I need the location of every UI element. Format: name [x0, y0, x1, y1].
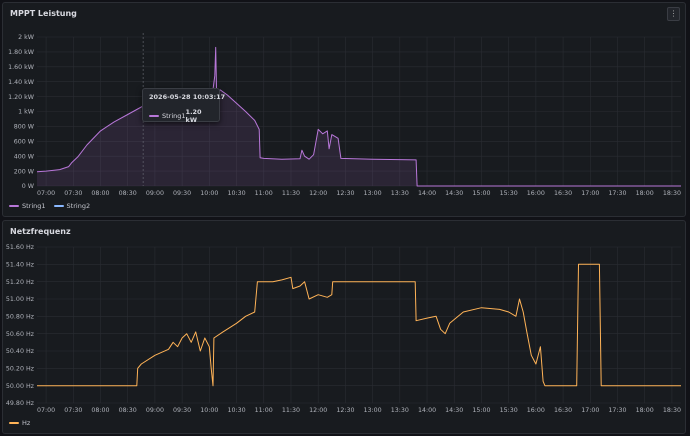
freq-x-tick-label: 12:30 [336, 407, 354, 414]
mppt-power-panel: MPPT Leistung ⋮ 0 W 200 W 400 W 600 W 800 W 1… [2, 2, 686, 217]
freq-y-tick-label: 51.40 Hz [6, 262, 35, 269]
mppt-x-tick-label: 11:00 [255, 190, 273, 197]
freq-x-tick-label: 17:00 [581, 407, 599, 414]
tooltip-series-name: String1 [162, 112, 186, 120]
freq-y-tick-label: 50.60 Hz [6, 331, 35, 338]
freq-panel-title: Netzfrequenz [10, 227, 71, 236]
freq-legend: Hz [9, 419, 30, 427]
freq-y-tick-label: 50.20 Hz [6, 366, 35, 373]
freq-y-tick-label: 51.00 Hz [6, 296, 35, 303]
freq-x-tick-label: 07:30 [64, 407, 82, 414]
mppt-y-tick-label: 1.60 kW [8, 64, 35, 71]
freq-x-tick-label: 13:00 [364, 407, 382, 414]
legend-item-string2[interactable]: String2 [53, 202, 91, 210]
freq-y-tick-label: 49.80 Hz [6, 400, 35, 407]
mppt-x-tick-label: 08:00 [91, 190, 109, 197]
mppt-x-tick-label: 15:30 [500, 190, 518, 197]
legend-swatch-string2 [53, 205, 64, 207]
tooltip-swatch [149, 115, 159, 117]
freq-x-tick-label: 09:00 [146, 407, 164, 414]
mppt-x-tick-label: 14:30 [445, 190, 463, 197]
tooltip-time: 2026-05-28 10:03:17 [149, 93, 226, 101]
mppt-panel-title: MPPT Leistung [10, 9, 77, 18]
mppt-x-tick-label: 08:30 [119, 190, 137, 197]
grid-frequency-panel: Netzfrequenz 49.80 Hz 50.00 Hz 50.20 Hz 50.… [2, 220, 686, 434]
freq-x-tick-label: 18:00 [636, 407, 654, 414]
freq-y-tick-label: 50.40 Hz [6, 348, 35, 355]
mppt-x-tick-label: 17:00 [581, 190, 599, 197]
mppt-x-tick-label: 15:00 [472, 190, 490, 197]
kebab-menu-icon[interactable]: ⋮ [667, 7, 680, 21]
legend-swatch-hz [9, 422, 19, 424]
freq-y-tick-label: 50.80 Hz [6, 314, 35, 321]
freq-x-tick-label: 10:30 [227, 407, 245, 414]
mppt-x-tick-label: 17:30 [608, 190, 626, 197]
freq-x-tick-label: 15:30 [500, 407, 518, 414]
mppt-y-tick-label: 1.20 kW [8, 94, 35, 101]
freq-x-tick-label: 16:30 [554, 407, 572, 414]
freq-x-tick-label: 12:00 [309, 407, 327, 414]
freq-x-tick-label: 18:30 [663, 407, 681, 414]
tooltip-value: 1.20 kW [185, 108, 202, 124]
mppt-y-tick-label: 1 kW [18, 109, 35, 116]
legend-swatch-string1 [9, 205, 19, 207]
freq-x-tick-label: 10:00 [200, 407, 218, 414]
grid-frequency-chart[interactable]: 49.80 Hz 50.00 Hz 50.20 Hz 50.40 Hz 50.60 Hz… [3, 221, 687, 435]
freq-x-tick-label: 14:30 [445, 407, 463, 414]
mppt-x-tick-label: 13:00 [364, 190, 382, 197]
mppt-y-tick-label: 0 W [22, 183, 35, 190]
legend-label-hz: Hz [22, 419, 31, 427]
mppt-series-line-String1[interactable] [36, 46, 681, 187]
mppt-x-tick-label: 14:00 [418, 190, 436, 197]
legend-item-string1[interactable]: String1 [9, 202, 46, 210]
legend-label-string2: String2 [66, 202, 91, 210]
mppt-y-tick-label: 400 W [14, 153, 35, 160]
freq-y-tick-label: 51.20 Hz [6, 279, 35, 286]
freq-x-tick-label: 11:00 [255, 407, 273, 414]
mppt-x-tick-label: 16:30 [554, 190, 572, 197]
mppt-x-tick-label: 16:00 [527, 190, 545, 197]
freq-x-tick-label: 11:30 [282, 407, 300, 414]
mppt-x-tick-label: 07:00 [37, 190, 55, 197]
hover-tooltip: 2026-05-28 10:03:17 String1 1.20 kW [142, 88, 226, 124]
mppt-x-tick-label: 07:30 [64, 190, 82, 197]
freq-x-tick-label: 14:00 [418, 407, 436, 414]
legend-label-string1: String1 [22, 202, 46, 210]
freq-x-tick-label: 15:00 [472, 407, 490, 414]
freq-y-tick-label: 51.60 Hz [6, 244, 35, 251]
mppt-y-tick-label: 1.80 kW [8, 49, 35, 56]
freq-x-tick-label: 08:30 [119, 407, 137, 414]
mppt-x-tick-label: 11:30 [282, 190, 300, 197]
mppt-y-tick-label: 2 kW [18, 34, 35, 41]
freq-y-tick-label: 50.00 Hz [6, 383, 35, 390]
freq-x-tick-label: 08:00 [91, 407, 109, 414]
mppt-y-tick-label: 800 W [14, 124, 35, 131]
freq-x-tick-label: 13:30 [391, 407, 409, 414]
mppt-x-tick-label: 18:30 [663, 190, 681, 197]
mppt-y-tick-label: 600 W [14, 139, 35, 146]
mppt-y-tick-label: 200 W [14, 168, 35, 175]
freq-x-tick-label: 07:00 [37, 407, 55, 414]
freq-x-tick-label: 16:00 [527, 407, 545, 414]
mppt-x-tick-label: 18:00 [636, 190, 654, 197]
mppt-x-tick-label: 09:30 [173, 190, 191, 197]
mppt-x-tick-label: 13:30 [391, 190, 409, 197]
freq-series-line-Hz[interactable] [37, 263, 681, 387]
freq-x-tick-label: 09:30 [173, 407, 191, 414]
mppt-legend: String1 String2 [9, 202, 90, 210]
mppt-y-tick-label: 1.40 kW [8, 79, 35, 86]
mppt-series-area-String1 [37, 47, 681, 187]
freq-x-tick-label: 17:30 [608, 407, 626, 414]
mppt-x-tick-label: 12:00 [309, 190, 327, 197]
mppt-x-tick-label: 09:00 [146, 190, 164, 197]
legend-item-hz[interactable]: Hz [9, 419, 30, 427]
mppt-x-tick-label: 10:00 [200, 190, 218, 197]
mppt-x-tick-label: 12:30 [336, 190, 354, 197]
mppt-power-chart[interactable]: 0 W 200 W 400 W 600 W 800 W 1 kW 1.20 kW 1.40 k… [3, 3, 687, 218]
mppt-x-tick-label: 10:30 [227, 190, 245, 197]
